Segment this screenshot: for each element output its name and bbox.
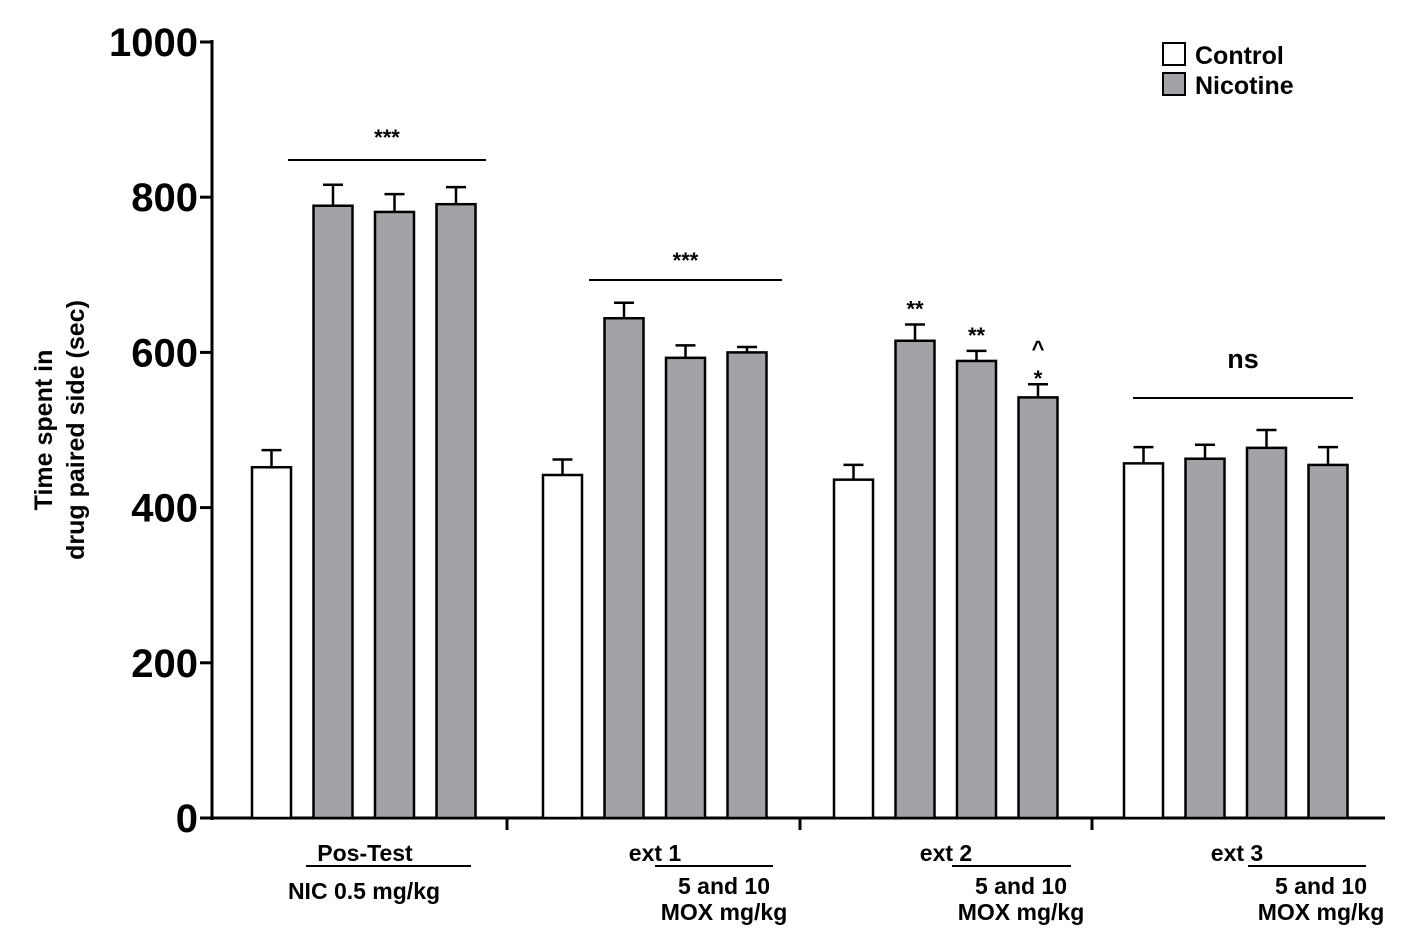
nicotine-bar	[435, 202, 477, 820]
legend-label: Nicotine	[1195, 72, 1294, 100]
nicotine-bar	[1184, 457, 1226, 820]
significance-label: *	[1034, 366, 1043, 391]
y-axis-label-line: drug paired side (sec)	[62, 300, 90, 560]
nicotine-bar	[894, 339, 936, 820]
group-sub-label: 5 and 10	[975, 873, 1067, 899]
control-bar	[250, 465, 293, 820]
nicotine-bar	[664, 356, 707, 820]
control-bar	[541, 473, 584, 820]
axes: 0 200 400 600 800 1000 Time spent in drug paire…	[30, 21, 1385, 841]
y-tick-label: 600	[131, 331, 198, 375]
y-tick-label: 0	[176, 797, 198, 841]
nicotine-bar	[955, 359, 998, 820]
y-axis-label: Time spent in drug paired side (sec)	[30, 300, 90, 560]
bars	[250, 183, 1349, 820]
significance-label: ^	[1032, 336, 1045, 361]
significance-label: ***	[673, 248, 699, 273]
legend-label: Control	[1195, 42, 1284, 70]
significance-label: ***	[374, 125, 400, 150]
y-tick-label: 800	[131, 176, 198, 220]
y-tick-label: 200	[131, 642, 198, 686]
nicotine-bar	[726, 351, 768, 820]
legend-swatch	[1162, 42, 1186, 66]
group-label: ext 3	[1211, 840, 1263, 866]
significance-label: **	[906, 296, 924, 321]
y-axis-label-line: Time spent in	[30, 350, 58, 511]
group-sub-label: 5 and 10	[678, 873, 770, 899]
nicotine-bar	[1307, 463, 1349, 820]
group-label: Pos-Test	[317, 840, 413, 866]
nicotine-bar	[373, 210, 416, 820]
legend-swatch	[1162, 72, 1186, 96]
group-sub-label: MOX mg/kg	[958, 899, 1085, 925]
group-sub-label: MOX mg/kg	[661, 899, 788, 925]
nicotine-bar	[1245, 446, 1288, 820]
significance-label: ns	[1227, 344, 1259, 374]
control-bar	[1122, 462, 1165, 820]
group-sub-label: MOX mg/kg	[1258, 899, 1385, 925]
group-label: ext 1	[629, 840, 682, 866]
group-label: ext 2	[920, 840, 972, 866]
group-sub-label: NIC 0.5 mg/kg	[288, 878, 440, 904]
control-bar	[832, 478, 875, 820]
y-tick-label: 1000	[109, 21, 198, 65]
nicotine-bar	[603, 317, 645, 820]
group-sub-label: 5 and 10	[1275, 873, 1367, 899]
nicotine-bar	[312, 204, 354, 820]
y-tick-label: 400	[131, 487, 198, 531]
nicotine-bar	[1017, 396, 1059, 820]
significance-label: **	[968, 323, 986, 348]
